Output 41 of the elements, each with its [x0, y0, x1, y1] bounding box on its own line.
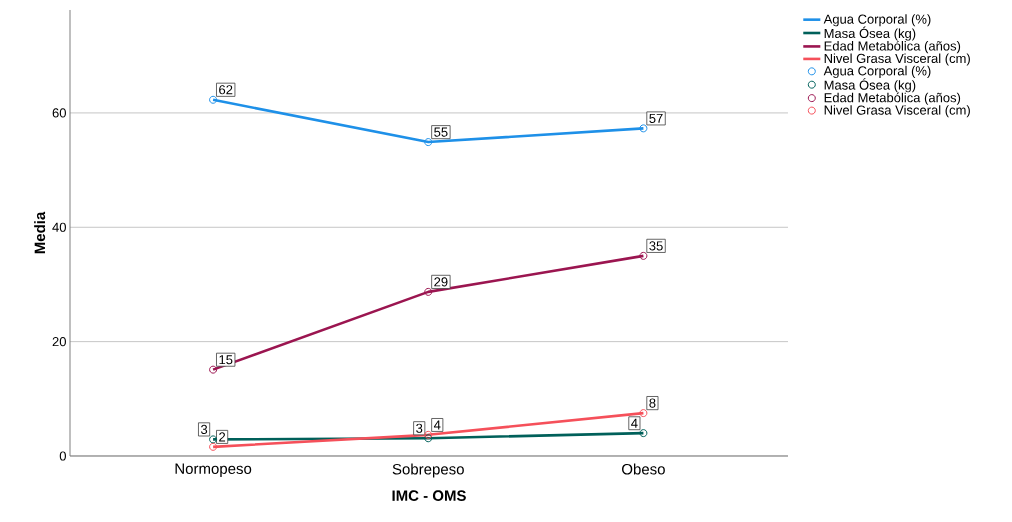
point [424, 287, 433, 296]
x-tick-label: Obeso [622, 463, 665, 475]
legend-label: Masa Ósea (kg) [824, 78, 916, 93]
data-label: 62 [219, 85, 233, 95]
legend-label: Masa Ósea (kg) [824, 26, 916, 41]
y-tick-label: 40 [52, 222, 66, 232]
data-label: 4 [631, 418, 638, 428]
point [424, 430, 433, 439]
data-label: 3 [416, 423, 423, 433]
point [424, 434, 433, 443]
y-axis-title: Media [34, 211, 46, 254]
y-tick-label: 60 [52, 108, 66, 118]
legend-label: Agua Corporal (%) [823, 65, 931, 78]
point [209, 435, 218, 444]
legend-label: Nivel Grasa Visceral (cm) [824, 53, 970, 66]
data-label: 8 [649, 398, 656, 408]
data-label: 29 [434, 277, 448, 287]
legend-label: Nivel Grasa Visceral (cm) [824, 105, 970, 118]
data-label: 15 [219, 355, 233, 365]
data-label: 3 [200, 424, 208, 434]
point [639, 429, 648, 438]
legend-label: Edad Metabólica (años) [824, 40, 961, 54]
data-label: 35 [649, 241, 663, 251]
point [639, 409, 648, 418]
data-label: 55 [434, 127, 448, 137]
x-tick-label: Normopeso [175, 463, 252, 477]
y-tick-label: 20 [52, 337, 66, 347]
x-axis-title: IMC - OMS [392, 490, 466, 501]
x-tick-label: Sobrepeso [392, 463, 464, 478]
point [209, 365, 218, 374]
point [209, 95, 218, 104]
legend-label: Edad Metabólica (años) [824, 92, 961, 105]
point [424, 138, 433, 147]
point [209, 442, 218, 451]
y-tick-label: 0 [59, 451, 66, 461]
legend-label: Agua Corporal (%) [823, 14, 931, 27]
point [639, 124, 648, 133]
data-label: 4 [433, 420, 441, 430]
data-label: 2 [219, 432, 226, 442]
point [639, 251, 648, 260]
data-label: 57 [649, 113, 663, 123]
